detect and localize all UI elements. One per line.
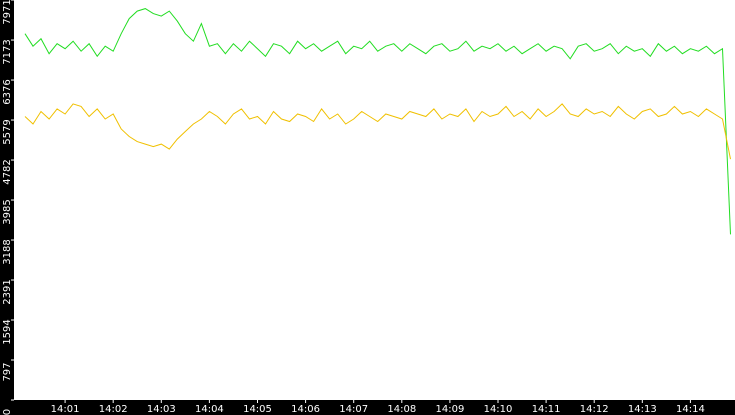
plot-area	[14, 0, 735, 400]
x-tick-label: 14:02	[99, 404, 128, 415]
x-tick-label: 14:09	[435, 404, 464, 415]
y-tick-label: 7971	[2, 0, 13, 25]
y-tick-label: 3985	[2, 199, 13, 224]
x-tick-label: 14:11	[532, 404, 561, 415]
x-tick-label: 14:03	[147, 404, 176, 415]
x-tick-label: 14:05	[243, 404, 272, 415]
series-line	[24, 8, 731, 235]
y-tick-label: 3188	[2, 239, 13, 264]
x-tick-label: 14:12	[580, 404, 609, 415]
y-tick-label: 4782	[2, 159, 13, 184]
x-tick-label: 14:07	[339, 404, 368, 415]
y-tick-label: 0	[2, 409, 13, 415]
x-tick-label: 14:01	[51, 404, 80, 415]
x-tick-label: 14:13	[628, 404, 657, 415]
x-tick-label: 14:06	[291, 404, 320, 415]
y-tick-label: 7173	[2, 39, 13, 64]
x-tick-label: 14:08	[387, 404, 416, 415]
y-tick-label: 6376	[2, 79, 13, 104]
y-tick-label: 797	[2, 362, 13, 381]
y-tick-label: 2391	[2, 279, 13, 304]
x-tick-label: 14:14	[676, 404, 705, 415]
x-tick-label: 14:04	[195, 404, 224, 415]
y-tick-label: 5579	[2, 119, 13, 144]
y-tick-label: 1594	[2, 319, 13, 344]
series-line	[24, 103, 731, 160]
x-tick-label: 14:10	[484, 404, 513, 415]
